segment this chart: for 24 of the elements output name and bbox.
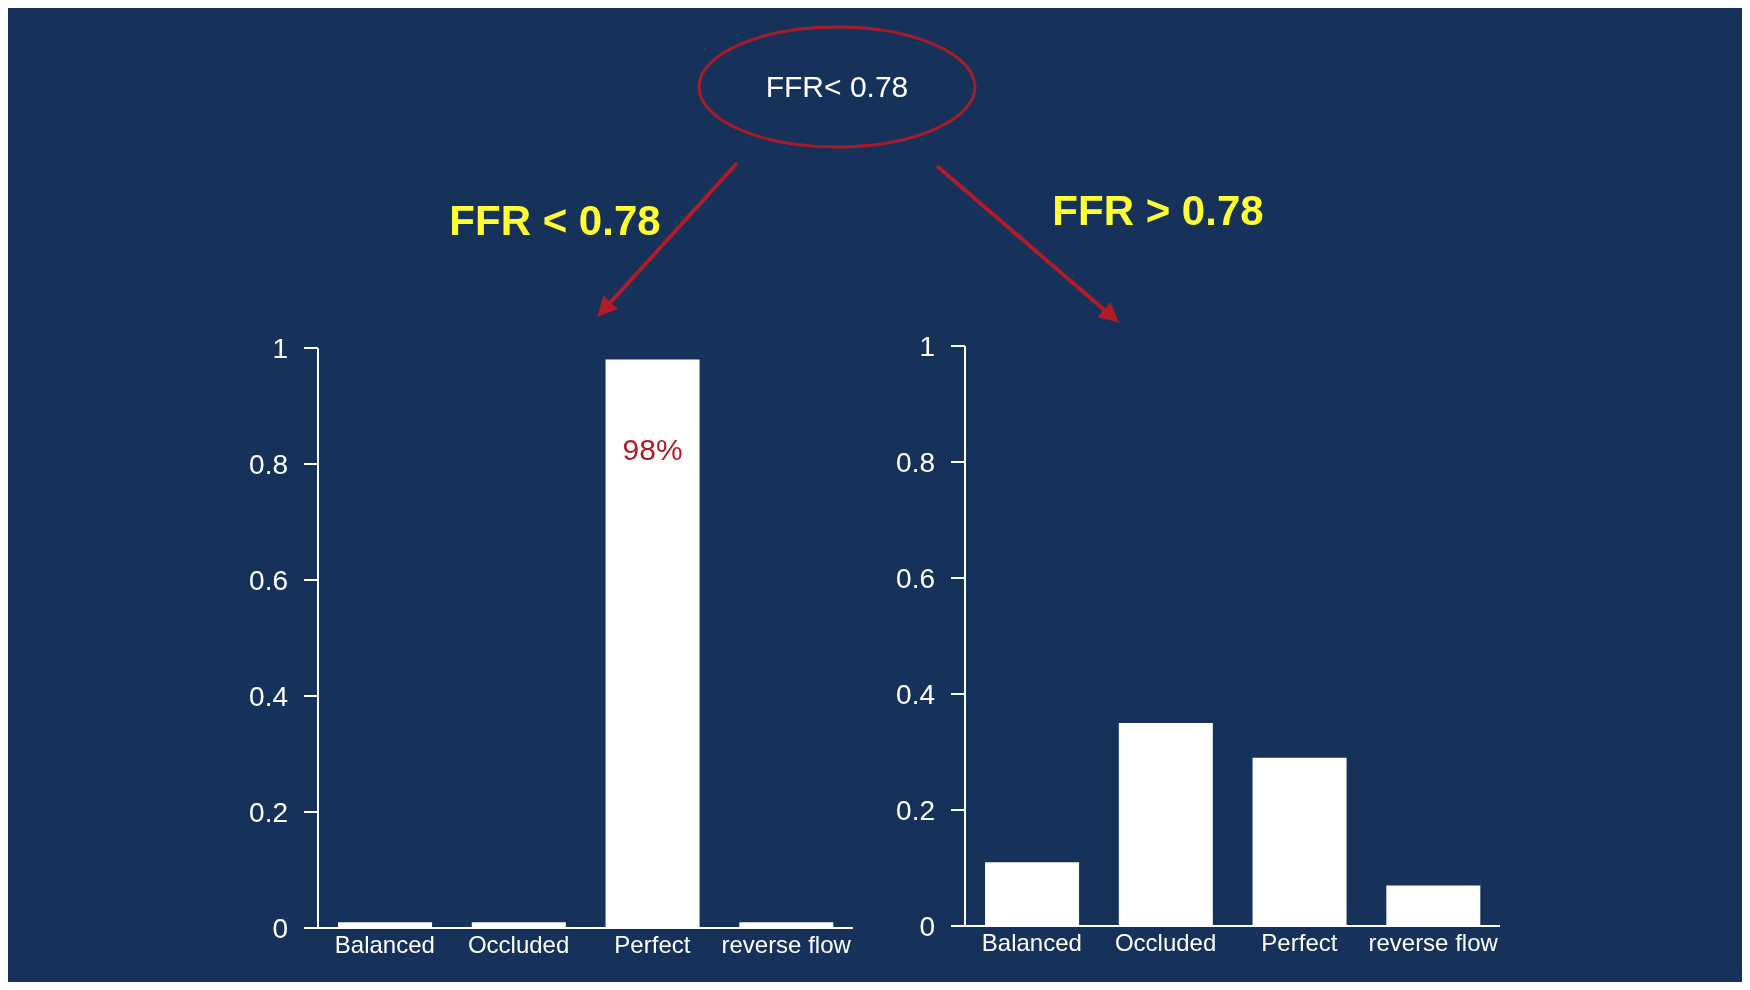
y-tick-label: 0.2 [896,794,935,826]
chart-title: FFR < 0.78 [449,197,661,244]
y-tick-label: 1 [919,330,935,362]
x-tick-label: reverse flow [721,931,852,959]
x-tick-label: Balanced [334,931,435,959]
x-tick-label: Perfect [614,931,691,959]
x-tick-label: Perfect [1261,929,1338,957]
y-tick-label: 0 [919,910,935,942]
y-tick-label: 0.8 [896,446,935,478]
text: FFR< 0.78 [765,70,909,103]
y-tick-label: 1 [272,332,288,364]
chart-title: FFR > 0.78 [1052,187,1264,234]
y-tick-label: 0 [272,912,288,944]
data-label: 98% [622,432,683,466]
x-tick-label: Occluded [1114,929,1217,957]
y-tick-label: 0.4 [896,678,935,710]
y-tick-label: 0.8 [249,448,288,480]
x-tick-label: Balanced [981,929,1082,957]
x-tick-label: reverse flow [1368,929,1499,957]
y-tick-label: 0.6 [249,564,288,596]
x-tick-label: Occluded [467,931,570,959]
y-tick-label: 0.4 [249,680,288,712]
y-tick-label: 0.2 [249,796,288,828]
y-tick-label: 0.6 [896,562,935,594]
